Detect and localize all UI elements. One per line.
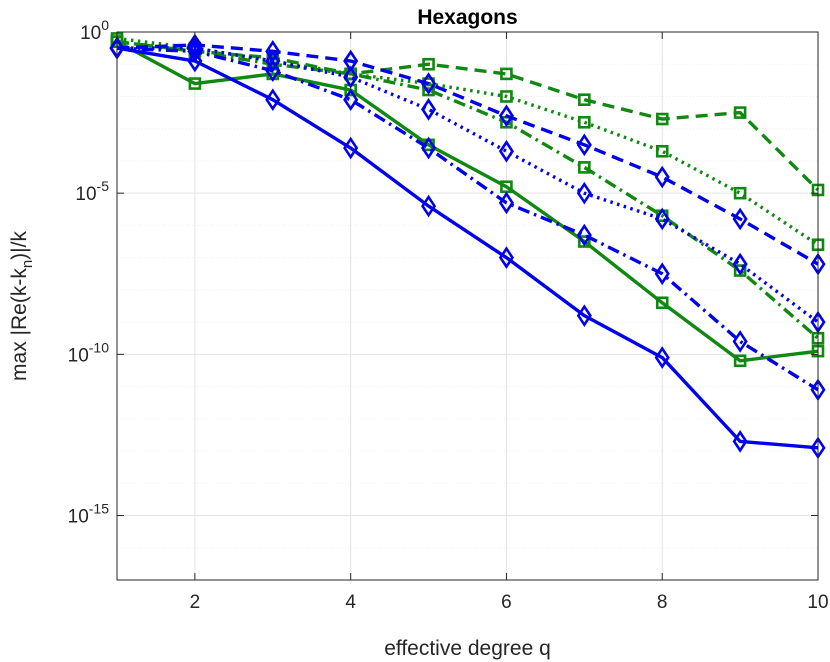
- data-point-diamond: [498, 191, 515, 215]
- y-tick-label: 100: [80, 17, 109, 44]
- data-point-diamond: [187, 33, 203, 57]
- series-line: [116, 39, 820, 192]
- data-point-diamond: [654, 207, 670, 231]
- x-tick-label: 10: [807, 592, 828, 613]
- data-point-square: [578, 235, 591, 248]
- series-blue-dashed: [109, 33, 826, 276]
- minor-grid: [117, 63, 818, 581]
- data-point-square: [733, 354, 747, 368]
- data-point-diamond: [498, 139, 515, 163]
- data-point-diamond: [265, 59, 281, 83]
- y-axis-label-end: )|/k: [8, 231, 31, 260]
- series-line: [117, 46, 820, 324]
- data-point-square: [188, 77, 202, 90]
- data-point-square: [733, 106, 747, 119]
- y-tick-label-exponent: -15: [89, 501, 109, 517]
- series-line: [116, 39, 820, 340]
- data-point-diamond: [576, 304, 592, 328]
- chart-title: Hexagons: [417, 6, 517, 29]
- x-axis-ticks: 2 4 6 8 10: [190, 32, 829, 613]
- series-line: [116, 46, 819, 450]
- series-green-dashed: [110, 35, 825, 197]
- data-point-diamond: [343, 65, 359, 89]
- x-tick-label: 8: [657, 592, 668, 613]
- x-tick-label: 4: [345, 592, 356, 613]
- x-tick-label: 6: [501, 592, 512, 613]
- data-point-diamond: [343, 49, 359, 73]
- plot-frame: [116, 31, 819, 581]
- data-point-square: [500, 90, 513, 103]
- series-line: [116, 36, 819, 247]
- data-point-diamond: [732, 430, 748, 453]
- data-point-diamond: [343, 136, 359, 160]
- data-point-diamond: [420, 72, 437, 95]
- major-grid: [117, 31, 819, 580]
- data-point-square: [578, 161, 591, 174]
- y-tick-label-exponent: -10: [89, 339, 109, 355]
- data-point-diamond: [420, 136, 437, 160]
- data-point-square: [655, 296, 669, 310]
- data-point-square: [500, 67, 513, 81]
- data-point-square: [733, 186, 747, 200]
- series-green-dashdot: [110, 35, 825, 345]
- series-line: [116, 43, 819, 266]
- data-point-square: [578, 115, 591, 129]
- y-tick-label: 10-10: [68, 339, 110, 366]
- y-axis-label-main: max |Re(k-k: [8, 268, 31, 381]
- data-point-diamond: [265, 39, 281, 63]
- data-point-diamond: [576, 223, 592, 247]
- data-point-diamond: [732, 330, 748, 353]
- y-axis-label: max |Re(k-kn)|/k: [8, 231, 36, 381]
- series-green-solid: [110, 35, 825, 368]
- data-point-square: [655, 144, 669, 158]
- data-point-diamond: [654, 346, 670, 369]
- data-point-square: [422, 57, 435, 71]
- y-tick-label-base: 10: [75, 184, 96, 205]
- data-point-diamond: [420, 194, 437, 218]
- y-tick-label-base: 10: [80, 23, 101, 44]
- x-axis-label: effective degree q: [384, 637, 551, 660]
- y-tick-label: 10-5: [75, 178, 109, 205]
- series-green-dotted: [110, 32, 825, 252]
- data-point-diamond: [654, 262, 670, 286]
- x-tick-label: 2: [190, 592, 201, 613]
- data-point-diamond: [265, 49, 281, 73]
- data-point-diamond: [498, 104, 515, 128]
- data-point-diamond: [576, 181, 592, 205]
- y-tick-label: 10-15: [68, 501, 110, 528]
- y-tick-label-base: 10: [68, 345, 89, 366]
- y-tick-label-exponent: 0: [101, 17, 109, 33]
- data-point-diamond: [187, 49, 203, 73]
- data-point-square: [655, 112, 669, 126]
- series-blue-dotted: [109, 36, 826, 334]
- series-blue-solid: [109, 36, 826, 460]
- data-point-diamond: [498, 246, 515, 269]
- data-point-diamond: [576, 133, 592, 157]
- series-line: [116, 40, 819, 363]
- data-point-diamond: [343, 88, 359, 112]
- data-point-square: [578, 93, 591, 106]
- data-point-diamond: [265, 88, 281, 112]
- y-tick-label-exponent: -5: [97, 178, 110, 194]
- y-axis-label-subscript: n: [19, 260, 36, 268]
- data-point-diamond: [654, 165, 670, 189]
- y-tick-label-base: 10: [68, 507, 89, 528]
- data-point-square: [733, 264, 747, 277]
- data-point-diamond: [420, 98, 437, 121]
- data-point-diamond: [732, 252, 748, 276]
- data-point-diamond: [732, 207, 748, 231]
